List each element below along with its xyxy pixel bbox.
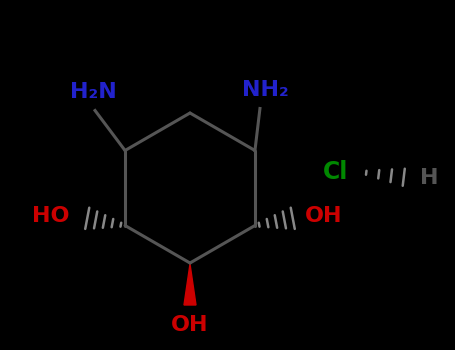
Polygon shape	[184, 264, 196, 305]
Text: H: H	[420, 168, 439, 188]
Text: Cl: Cl	[323, 160, 348, 184]
Text: OH: OH	[305, 205, 343, 225]
Text: NH₂: NH₂	[242, 80, 288, 100]
Text: H₂N: H₂N	[70, 83, 116, 103]
Text: HO: HO	[31, 205, 69, 225]
Text: OH: OH	[171, 315, 209, 335]
